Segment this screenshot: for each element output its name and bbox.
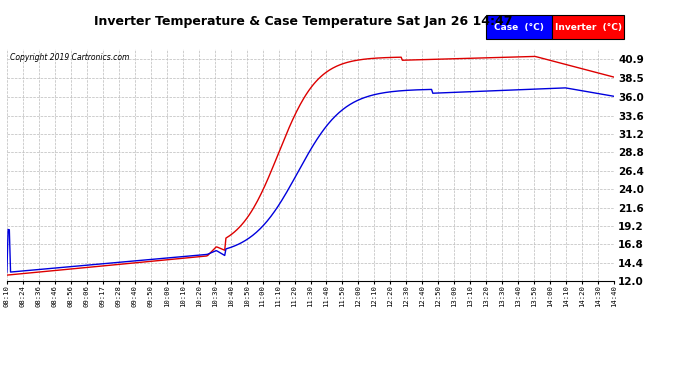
Text: Copyright 2019 Cartronics.com: Copyright 2019 Cartronics.com [10,53,129,62]
Bar [486,15,552,39]
Text: Inverter  (°C): Inverter (°C) [555,22,622,32]
Text: Case  (°C): Case (°C) [494,22,544,32]
Bar [552,15,624,39]
Text: Inverter Temperature & Case Temperature Sat Jan 26 14:47: Inverter Temperature & Case Temperature … [95,15,513,28]
